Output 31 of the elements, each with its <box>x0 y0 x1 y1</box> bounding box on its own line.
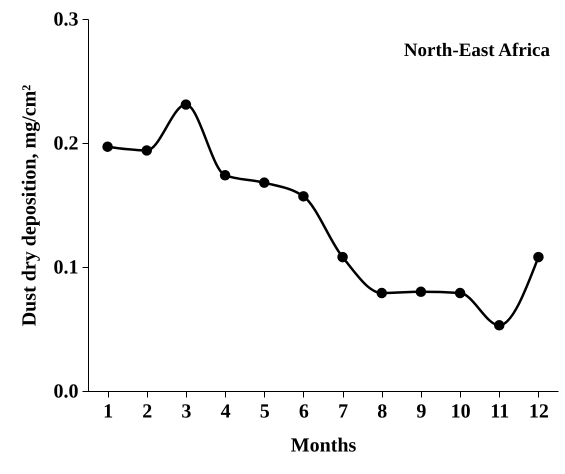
y-tick-label: 0.2 <box>54 132 78 154</box>
point <box>494 320 504 331</box>
x-tick-label: 2 <box>142 400 152 422</box>
x-tick-label: 7 <box>338 400 348 422</box>
x-tick-label: 1 <box>103 400 114 422</box>
point <box>454 288 466 298</box>
point <box>220 170 230 180</box>
point <box>376 288 387 298</box>
x-tick-label: 6 <box>298 400 309 422</box>
point <box>142 145 152 156</box>
y-tick-label: 0.0 <box>54 380 78 402</box>
point <box>102 141 113 152</box>
annotation: North-East Africa <box>404 40 550 61</box>
x-tick-label: 11 <box>490 400 510 422</box>
point <box>298 191 309 202</box>
point <box>337 252 348 262</box>
y-tick-label: 0.1 <box>54 256 78 278</box>
point <box>533 252 544 262</box>
x-tick-label: 9 <box>416 400 426 422</box>
x-axis-title: Months <box>290 434 356 456</box>
point <box>180 99 192 110</box>
x-tick-label: 5 <box>260 400 270 422</box>
x-tick-label: 3 <box>181 400 192 422</box>
x-tick-label: 8 <box>377 400 388 422</box>
y-axis-title: Dust dry deposition, mg/cm² <box>18 84 40 326</box>
point <box>416 286 426 298</box>
x-tick-label: 4 <box>220 400 231 422</box>
y-tick-label: 0.3 <box>54 8 78 30</box>
x-tick-label: 12 <box>528 400 549 422</box>
point <box>259 177 270 188</box>
x-tick-label: 10 <box>450 400 471 422</box>
